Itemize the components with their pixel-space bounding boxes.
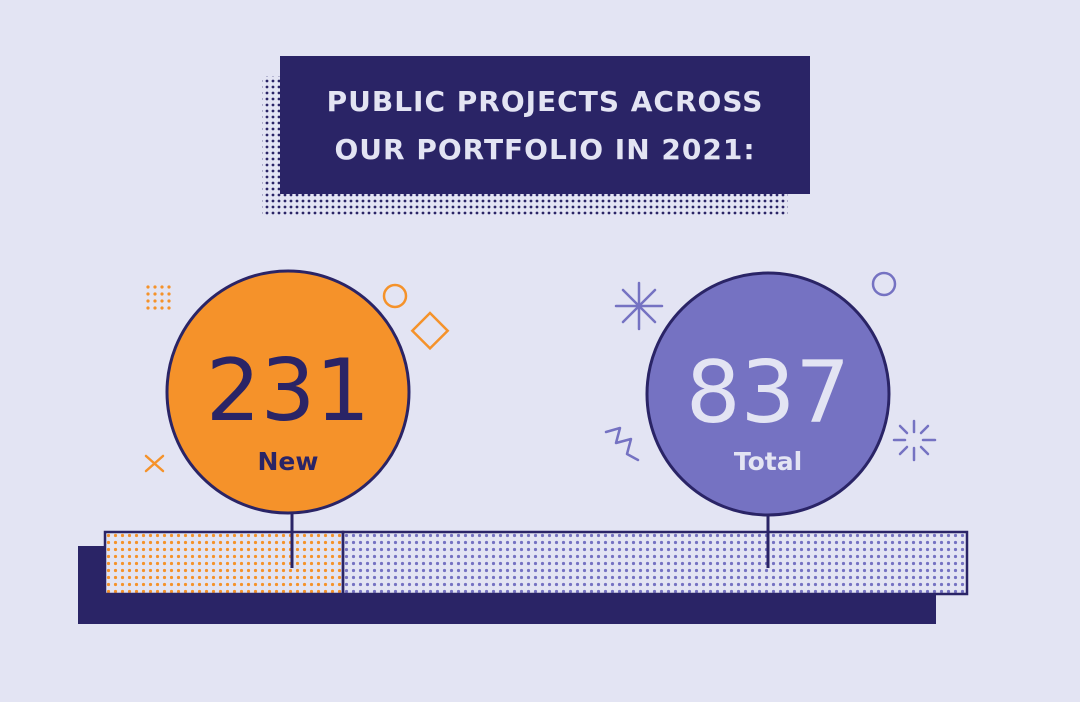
dot-grid-icon <box>146 285 171 310</box>
circle-new <box>165 269 411 515</box>
x-icon <box>144 454 165 473</box>
bubble-new: 231 New <box>165 269 411 568</box>
circle-icon <box>871 271 897 297</box>
bar-group <box>78 530 969 624</box>
diamond-icon <box>410 311 450 351</box>
bar-segment-new <box>103 530 345 596</box>
title-block: PUBLIC PROJECTS ACROSS OUR PORTFOLIO IN … <box>262 56 810 216</box>
bubble-total: 837 Total <box>645 271 891 568</box>
value-total: 837 <box>686 343 850 443</box>
title-box <box>280 56 810 194</box>
sparkle-icon <box>892 419 937 462</box>
squiggle-icon <box>604 426 640 462</box>
label-total: Total <box>734 447 802 476</box>
value-new: 231 <box>206 341 370 441</box>
label-new: New <box>258 447 319 476</box>
title-line-1: PUBLIC PROJECTS ACROSS <box>327 85 764 118</box>
title-line-2: OUR PORTFOLIO IN 2021: <box>334 133 755 166</box>
circle-total <box>645 271 891 517</box>
bar-segment-total <box>341 530 969 596</box>
asterisk-icon <box>614 281 664 331</box>
circle-icon <box>382 283 408 309</box>
